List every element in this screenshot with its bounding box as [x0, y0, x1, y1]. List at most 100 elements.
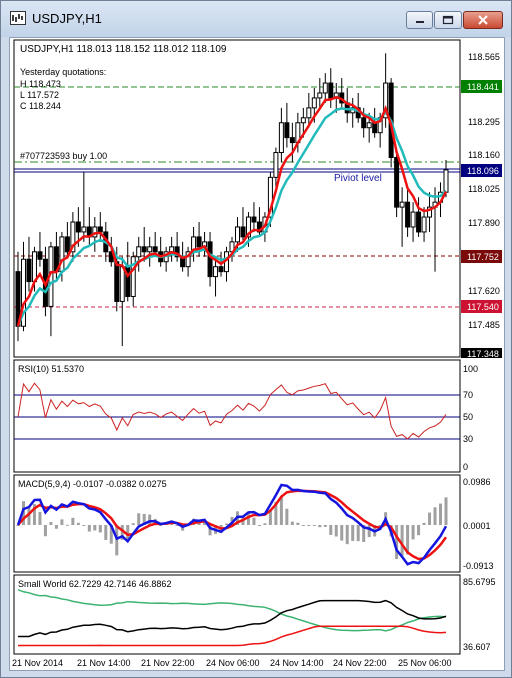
macd-hist-bar	[49, 521, 53, 525]
title-bar[interactable]: USDJPY,H1	[1, 1, 511, 37]
candle-body	[328, 82, 334, 99]
sw-tick: 85.6795	[463, 577, 496, 587]
candle-body	[15, 271, 21, 327]
price-tag-bottom: 117.348	[461, 348, 502, 359]
yesterday-title: Yesterday quotations:	[20, 67, 106, 77]
macd-hist-bar	[422, 522, 426, 525]
candle-body	[64, 236, 70, 253]
price-tick: 117.620	[468, 286, 500, 296]
price-tag-low: 117.752	[461, 250, 502, 263]
macd-hist-bar	[131, 523, 135, 525]
candle-body	[174, 246, 180, 258]
price-axis: 118.565 118.295 118.160 118.025 117.890 …	[468, 52, 500, 330]
macd-label: MACD(5,9,4) -0.0107 -0.0382 0.0275	[18, 479, 167, 489]
macd-hist-bar	[225, 523, 229, 525]
macd-hist-bar	[148, 514, 152, 525]
macd-hist-bar	[246, 513, 250, 525]
candle-body	[427, 206, 433, 218]
chart-canvas[interactable]: USDJPY,H1 118.013 118.152 118.012 118.10…	[10, 38, 504, 670]
time-tick: 24 Nov 22:00	[333, 658, 387, 668]
candle-body	[185, 251, 191, 268]
macd-hist-bar	[27, 507, 31, 525]
candle-body	[70, 221, 76, 253]
macd-hist-bar	[312, 525, 316, 526]
time-tick: 21 Nov 14:00	[77, 658, 131, 668]
pivot-label: Piviot level	[334, 173, 382, 184]
macd-main-line	[16, 483, 448, 566]
candle-body	[213, 266, 219, 278]
macd-hist-bar	[367, 525, 371, 538]
candle-body	[366, 122, 372, 129]
macd-hist-bar	[433, 507, 437, 525]
macd-hist-bar	[252, 517, 256, 525]
price-tag-text: 117.752	[467, 252, 499, 262]
time-tick: 25 Nov 06:00	[398, 658, 452, 668]
macd-hist-bar	[120, 525, 124, 540]
candle-body	[251, 216, 257, 223]
candle-body	[119, 266, 125, 302]
rsi-label: RSI(10) 51.5370	[18, 364, 84, 374]
candle-body	[410, 211, 416, 228]
macd-hist-bar	[329, 525, 333, 535]
macd-hist-bar	[142, 513, 146, 525]
macd-hist-bar	[417, 525, 421, 536]
candle-body	[284, 122, 290, 139]
yesterday-close: C 118.244	[20, 101, 61, 111]
candle-body	[416, 211, 422, 233]
candle-body	[207, 241, 213, 278]
macd-hist-bar	[356, 525, 360, 542]
price-tag-text: 118.096	[467, 166, 499, 176]
candle-body	[152, 246, 158, 253]
rsi-tick: 50	[463, 412, 473, 422]
macd-hist-bar	[115, 525, 119, 556]
price-tick: 118.565	[468, 52, 500, 62]
macd-hist-bar	[82, 525, 86, 526]
chart-area[interactable]: USDJPY,H1 118.013 118.152 118.012 118.10…	[9, 37, 505, 671]
candle-body	[372, 122, 378, 134]
macd-hist-bar	[351, 525, 355, 541]
price-tag-current: 118.096	[461, 164, 502, 177]
time-tick: 21 Nov 22:00	[141, 658, 195, 668]
price-tick: 118.295	[468, 117, 500, 127]
candle-body	[141, 246, 147, 253]
candle-body	[92, 226, 98, 238]
sw-axis: 85.6795 36.607	[463, 577, 496, 652]
close-button[interactable]	[463, 11, 503, 29]
macd-hist-bar	[323, 525, 327, 527]
candle-body	[421, 216, 427, 233]
macd-hist-bar	[137, 513, 141, 525]
macd-hist-bar	[301, 525, 305, 526]
candle-body	[240, 226, 246, 238]
macd-hist-bar	[76, 522, 80, 525]
candle-body	[37, 251, 43, 260]
price-tag-text: 117.540	[467, 302, 499, 312]
close-icon	[478, 15, 488, 25]
macd-axis: 0.0986 0.0001 -0.0913	[463, 477, 494, 571]
price-tag-support: 117.540	[461, 300, 502, 313]
candle-body	[75, 221, 81, 233]
macd-hist-bar	[307, 525, 311, 526]
candle-body	[383, 82, 389, 119]
candle-body	[31, 251, 37, 283]
macd-hist-bar	[54, 525, 58, 529]
macd-hist-bar	[104, 525, 108, 540]
candle-body	[20, 258, 26, 327]
macd-hist-bar	[340, 525, 344, 541]
candle-body	[136, 246, 142, 258]
macd-hist-bar	[257, 525, 261, 526]
time-tick: 24 Nov 14:00	[270, 658, 324, 668]
macd-hist-bar	[428, 512, 432, 525]
macd-hist-bar	[345, 525, 349, 545]
rsi-axis: 100 70 50 30 0	[463, 364, 478, 472]
candle-body	[273, 152, 279, 178]
price-tag-text: 117.348	[467, 349, 499, 359]
minimize-button[interactable]	[406, 11, 433, 29]
macd-hist-bar	[43, 525, 47, 537]
price-tag-high: 118.441	[461, 80, 502, 93]
macd-signal-line	[17, 489, 448, 561]
macd-tick: 0.0986	[463, 477, 491, 487]
maximize-button[interactable]	[434, 11, 462, 29]
macd-hist-bar	[334, 525, 338, 537]
yesterday-low: L 117.572	[20, 90, 59, 100]
